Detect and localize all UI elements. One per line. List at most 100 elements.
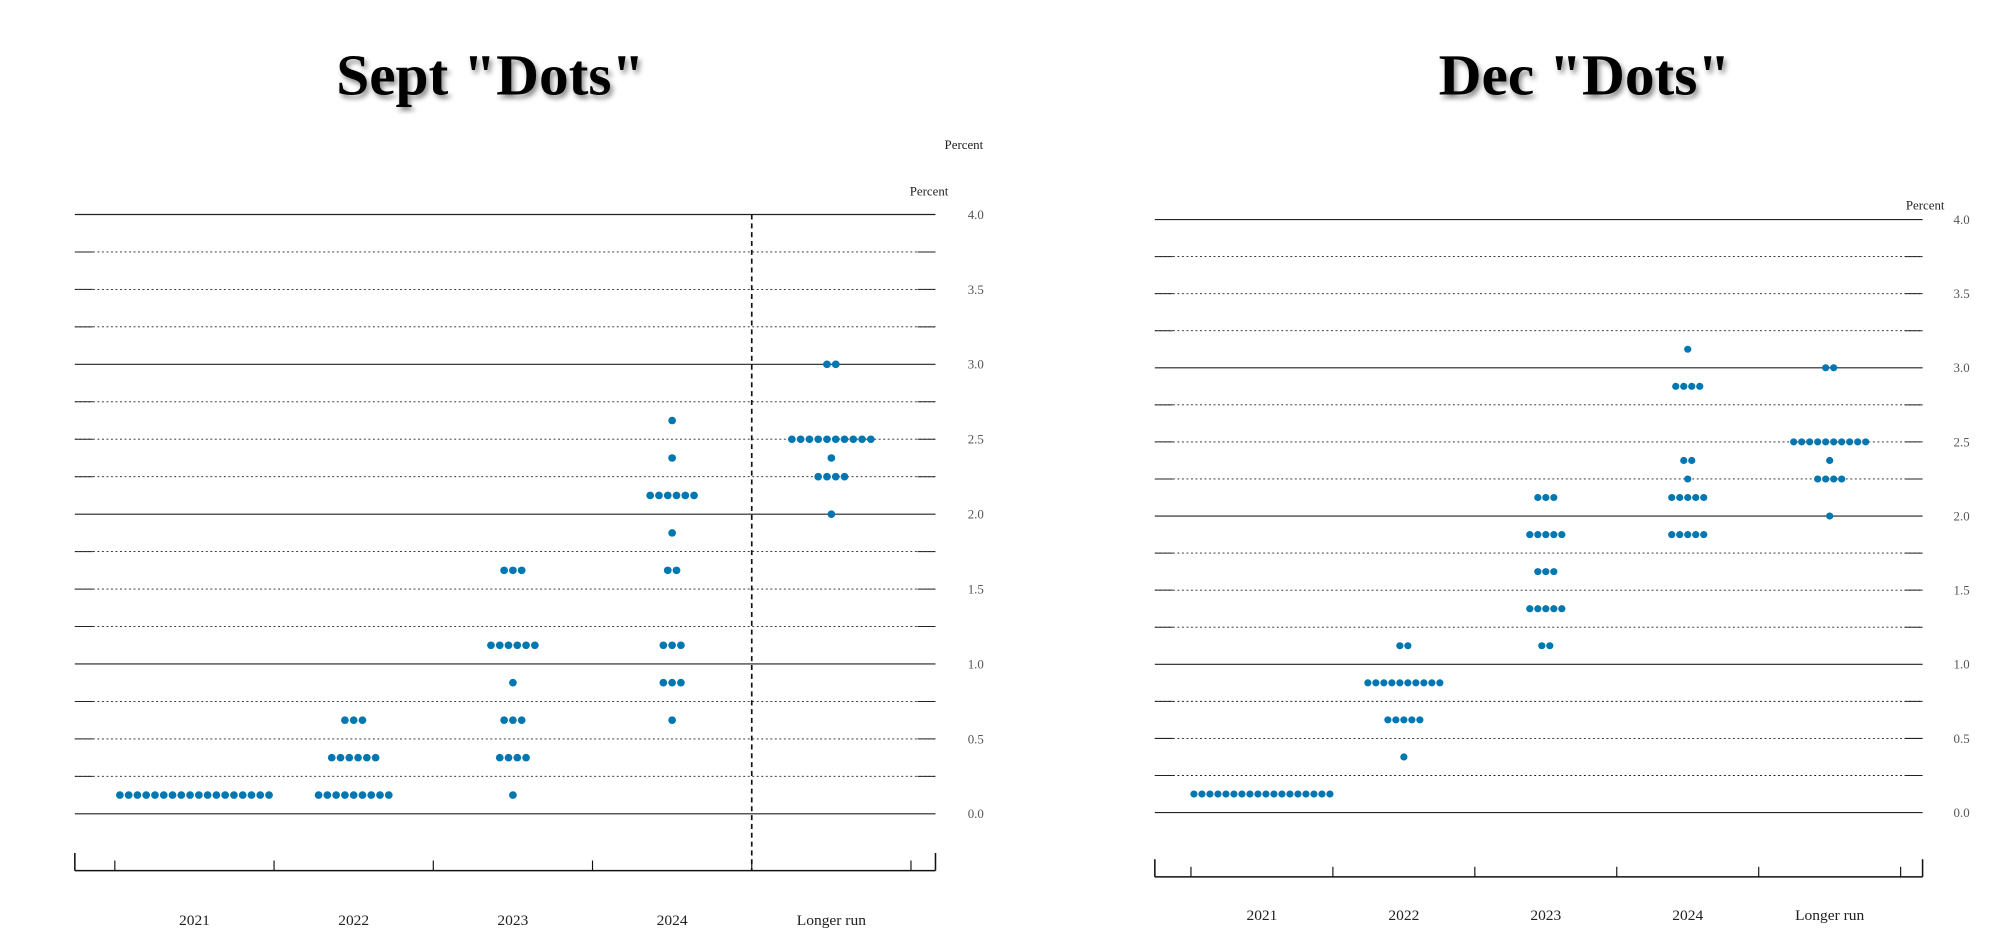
dot [256, 791, 265, 799]
dot [517, 716, 526, 724]
dot [690, 491, 698, 500]
dot [1318, 790, 1326, 798]
dot [1294, 790, 1302, 798]
dot [1684, 493, 1692, 502]
y-tick-label: 2.0 [968, 508, 984, 522]
dot [1326, 790, 1334, 798]
dot [212, 791, 221, 799]
dot [1676, 531, 1684, 539]
dot [1364, 679, 1372, 687]
dot [1550, 493, 1558, 502]
x-tick-label: 2024 [657, 912, 688, 929]
dot [349, 716, 358, 724]
dot [668, 454, 677, 462]
dot [1404, 679, 1412, 687]
dot [1700, 531, 1708, 539]
dot [1542, 493, 1550, 502]
dot [831, 472, 840, 481]
dot [221, 791, 230, 799]
dot [1830, 475, 1838, 483]
dot [1198, 790, 1206, 798]
dot [362, 753, 371, 762]
dot [1526, 605, 1534, 613]
dot [1420, 679, 1428, 687]
dot [1830, 438, 1838, 446]
dot [495, 753, 504, 762]
dot [238, 791, 247, 799]
dot [668, 716, 677, 724]
dot [1408, 716, 1416, 724]
dot [1546, 642, 1554, 650]
y-tick-label: 4.0 [968, 208, 984, 222]
dot [349, 791, 358, 799]
dot [314, 791, 323, 799]
dot [504, 641, 513, 650]
dot [1388, 679, 1396, 687]
dot [1372, 679, 1380, 687]
dot [1400, 753, 1408, 761]
dot [358, 716, 367, 724]
dot [1534, 493, 1542, 502]
dot [345, 753, 354, 762]
dot [1822, 475, 1830, 483]
dot [1262, 790, 1270, 798]
dot [655, 491, 663, 500]
dot [1558, 531, 1566, 539]
dot [522, 641, 530, 650]
dot [1862, 438, 1870, 446]
dot [1206, 790, 1214, 798]
dot [1684, 475, 1692, 483]
x-tick-label: 2021 [179, 912, 210, 929]
dot [659, 641, 668, 650]
dot [1396, 642, 1404, 650]
x-tick-label: 2022 [338, 912, 369, 929]
dot [336, 753, 345, 762]
dot [796, 435, 805, 444]
dot [663, 566, 672, 575]
dot [151, 791, 159, 799]
dot [663, 491, 672, 500]
dot [672, 491, 681, 500]
dot [788, 435, 796, 444]
dot [1688, 456, 1696, 464]
dot [1826, 512, 1834, 520]
dot [1380, 679, 1388, 687]
dot [831, 360, 840, 369]
y-tick-label: 3.0 [1954, 361, 1970, 375]
dot [504, 753, 513, 762]
dot [1246, 790, 1254, 798]
dot [1270, 790, 1278, 798]
dot [1238, 790, 1246, 798]
dot [1684, 531, 1692, 539]
dot [513, 641, 522, 650]
dot [823, 360, 831, 369]
dot [677, 641, 685, 650]
dot [186, 791, 194, 799]
dot [1814, 475, 1822, 483]
dot [159, 791, 168, 799]
dot [659, 678, 668, 687]
dot [1254, 790, 1262, 798]
dot [124, 791, 133, 799]
dot [203, 791, 212, 799]
dot [509, 678, 517, 687]
y-tick-label: 1.5 [1954, 584, 1970, 598]
dot [247, 791, 256, 799]
dot [681, 491, 690, 500]
dot [1222, 790, 1230, 798]
dot [1680, 456, 1688, 464]
x-tick-label: 2022 [1388, 907, 1419, 924]
dot [814, 435, 823, 444]
dot [1696, 382, 1704, 390]
dot [668, 416, 677, 425]
dot [1392, 716, 1400, 724]
dot [1278, 790, 1286, 798]
dot [1814, 438, 1822, 446]
dot [177, 791, 186, 799]
y-tick-label: 2.5 [1954, 435, 1970, 449]
dot [668, 529, 677, 537]
dot [1790, 438, 1798, 446]
x-tick-label: 2024 [1672, 907, 1703, 924]
dot [1542, 605, 1550, 613]
y-tick-label: 1.5 [968, 583, 984, 597]
